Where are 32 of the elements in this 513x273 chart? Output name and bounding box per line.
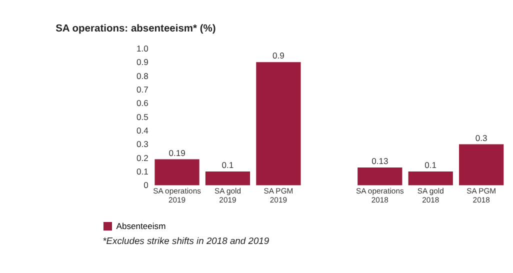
y-tick-label: 1.0 xyxy=(136,43,149,54)
y-tick-label: 0.9 xyxy=(136,57,149,68)
bar xyxy=(459,144,504,186)
y-tick-label: 0.7 xyxy=(136,84,149,94)
y-tick-label: 0 xyxy=(144,180,149,190)
y-tick-label: 0.8 xyxy=(136,70,149,81)
legend-label: Absenteeism xyxy=(116,220,166,231)
bar xyxy=(256,62,301,186)
x-tick-label: SA gold 2019 xyxy=(214,186,241,205)
data-label: 0.19 xyxy=(168,148,186,158)
data-label: 0.1 xyxy=(424,160,437,170)
x-tick-label: SA operations 2018 xyxy=(356,186,404,205)
x-tick-label: SA operations 2019 xyxy=(153,186,202,205)
x-tick-label: SA PGM 2019 xyxy=(264,186,294,205)
x-tick-label: SA gold 2018 xyxy=(417,186,444,205)
y-tick-label: 0.2 xyxy=(136,152,149,163)
bar xyxy=(154,159,200,186)
text: *Excludes strike shifts in 2018 and 2019 xyxy=(102,235,270,246)
data-label: 0.1 xyxy=(222,160,234,170)
data-label: 0.13 xyxy=(372,156,388,166)
y-tick-label: 0.1 xyxy=(136,166,149,177)
chart-title: SA operations: absenteeism* (%) xyxy=(56,23,216,34)
y-tick-label: 0.6 xyxy=(136,98,149,108)
bar xyxy=(205,172,250,186)
bar xyxy=(358,167,402,186)
y-tick-label: 0.5 xyxy=(136,112,149,122)
data-label: 0.3 xyxy=(475,132,488,143)
y-tick-label: 0.3 xyxy=(136,139,149,150)
data-label: 0.9 xyxy=(272,50,285,61)
bar xyxy=(408,172,453,186)
x-tick-label: SA PGM 2018 xyxy=(466,186,496,205)
y-tick-label: 0.4 xyxy=(136,126,149,136)
